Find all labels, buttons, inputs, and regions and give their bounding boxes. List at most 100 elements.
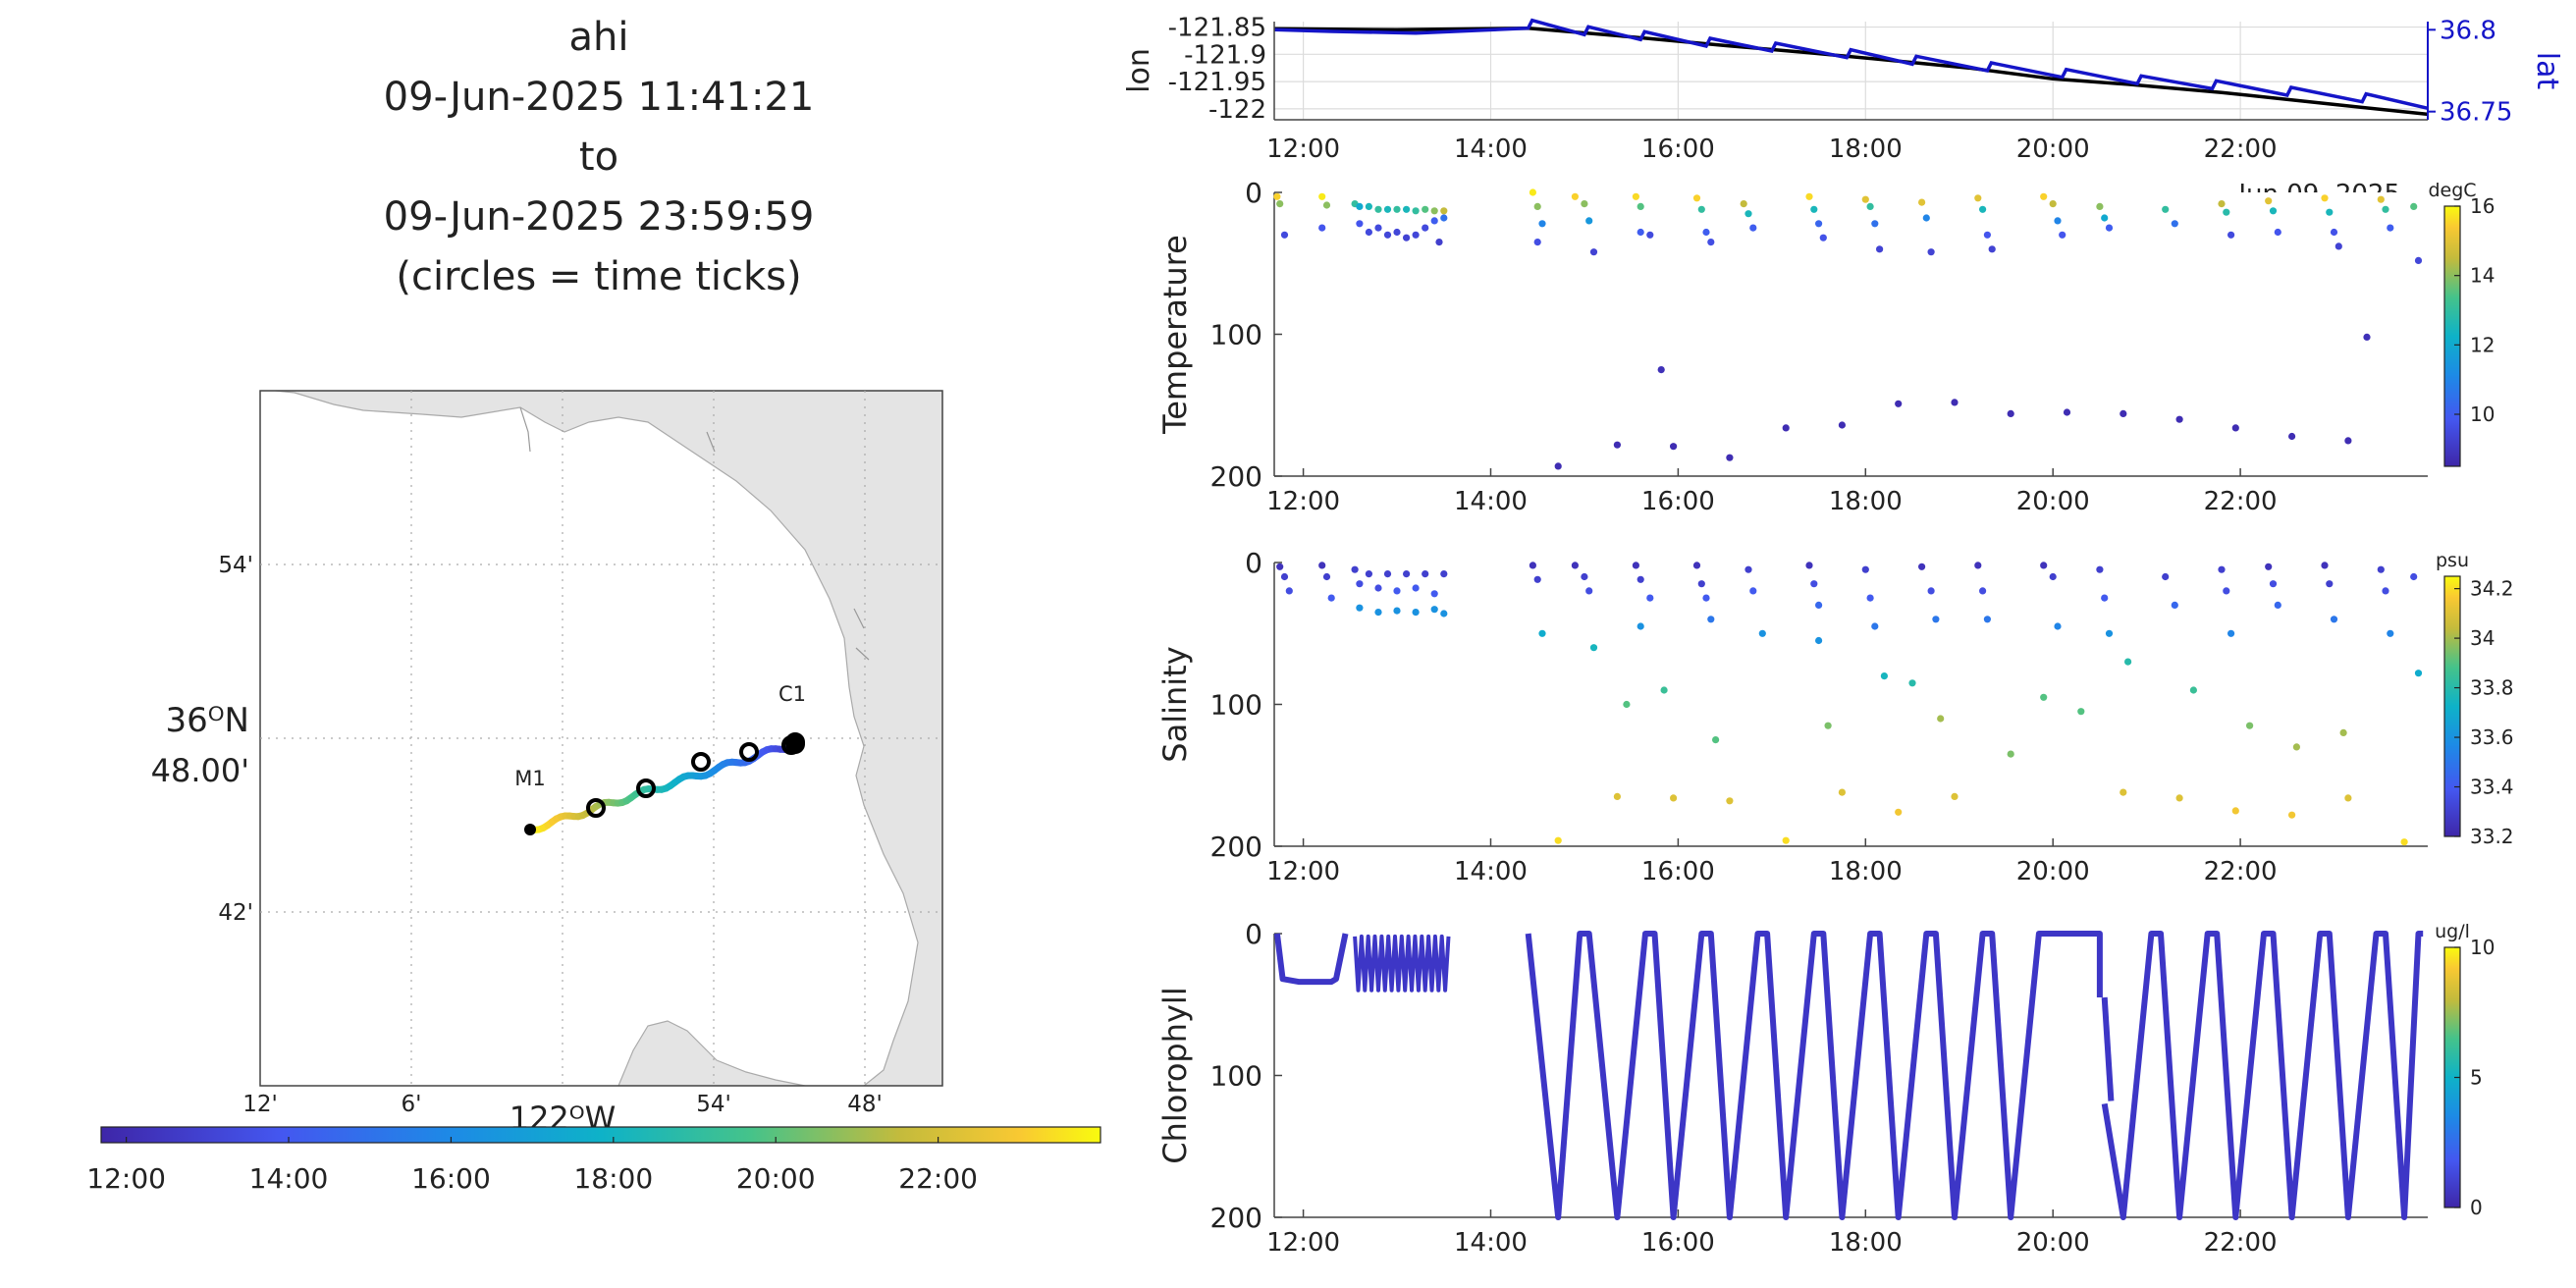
temperature-point — [1988, 245, 1996, 253]
salinity-point — [1974, 562, 1982, 569]
salinity-point — [1632, 562, 1639, 569]
salinity-point — [1871, 622, 1879, 630]
temp-panel-x-tick-label: 22:00 — [2204, 487, 2278, 516]
temperature-point — [1412, 231, 1420, 239]
time-colorbar-tick-label: 16:00 — [411, 1162, 491, 1195]
sal-panel-x-tick-label: 20:00 — [2016, 857, 2090, 886]
salinity-point — [1951, 792, 1959, 801]
position-y-tick-label: -121.85 — [1168, 14, 1266, 43]
temperature-panel: 12:00 14:00 16:00 18:00 20:00 22:00 0 100 200 Tem… — [1156, 177, 2495, 516]
salinity-point — [1692, 562, 1701, 569]
temp-panel-y-tick-label: 200 — [1210, 460, 1262, 493]
salinity-point — [1637, 622, 1644, 630]
salinity-point — [1979, 587, 1987, 595]
salinity-point — [1327, 594, 1335, 602]
lat-label-36n: 36ᴼN — [165, 701, 249, 740]
salinity-point — [2007, 750, 2014, 758]
salinity-point — [1660, 686, 1668, 694]
vehicle-track — [524, 732, 805, 835]
temp-panel-colorbar-tick-label: 10 — [2470, 402, 2495, 426]
salinity-point — [2040, 693, 2048, 701]
chl-panel-colorbar-tick-label: 10 — [2470, 936, 2495, 959]
sal-panel-colorbar-tick-label: 34 — [2470, 626, 2495, 650]
temperature-point — [2054, 217, 2062, 225]
track-start-marker — [524, 824, 536, 835]
salinity-point — [2400, 838, 2408, 846]
salinity-point — [1393, 607, 1401, 615]
position-y2-tick-label: 36.8 — [2440, 16, 2496, 45]
temp-panel-colorbar-tick-label: 16 — [2470, 194, 2495, 218]
salinity-point — [1861, 565, 1869, 573]
sal-panel-x-tick-label: 18:00 — [1829, 857, 1903, 886]
sal-panel-x-tick-label: 16:00 — [1641, 857, 1715, 886]
sal-panel-colorbar-tick-label: 34.2 — [2470, 577, 2514, 601]
temperature-point — [1383, 231, 1392, 239]
temperature-point — [1403, 234, 1411, 242]
temperature-point — [2265, 197, 2273, 205]
chl-panel-x-tick-label: 14:00 — [1454, 1228, 1528, 1258]
salinity-point — [2377, 565, 2385, 573]
temperature-point — [1412, 207, 1420, 215]
temperature-point — [1876, 245, 1884, 253]
temperature-point — [2231, 424, 2239, 432]
title-line-to: to — [578, 134, 619, 180]
temperature-point — [1744, 210, 1752, 218]
temperature-point — [1632, 192, 1639, 200]
temperature-point — [1670, 443, 1678, 451]
sal-panel-y-tick-label: 0 — [1245, 547, 1262, 579]
temperature-point — [2414, 256, 2423, 264]
temperature-point — [1726, 454, 1734, 461]
salinity-point — [1782, 836, 1790, 844]
chl-panel-y-tick-label: 100 — [1210, 1060, 1262, 1093]
temperature-point — [2007, 409, 2014, 417]
temperature-point — [1782, 424, 1790, 432]
salinity-point — [1937, 715, 1945, 723]
chl-panel-colorbar-tick-label: 5 — [2470, 1066, 2483, 1090]
salinity-point — [2171, 601, 2178, 610]
temperature-point — [2175, 415, 2183, 423]
temp-panel-x-tick-label: 12:00 — [1266, 487, 1340, 516]
temperature-point — [1554, 462, 1562, 470]
temperature-point — [1983, 231, 1991, 239]
salinity-panel: 12:00 14:00 16:00 18:00 20:00 22:00 0 100 200 Sal… — [1156, 547, 2514, 886]
temperature-point — [2120, 409, 2127, 417]
temperature-point — [2344, 437, 2352, 445]
sal-panel-colorbar — [2443, 575, 2461, 837]
salinity-point — [2326, 580, 2334, 588]
salinity-point — [1815, 601, 1823, 610]
temperature-point — [1356, 220, 1364, 228]
time-colorbar-tick-label: 22:00 — [898, 1162, 978, 1195]
salinity-point — [2223, 587, 2230, 595]
temperature-point — [1322, 201, 1331, 209]
station-label-c1: C1 — [778, 682, 806, 706]
salinity-point — [1637, 575, 1644, 583]
temperature-point — [1613, 441, 1621, 449]
sal-panel-colorbar-tick-label: 33.8 — [2470, 676, 2514, 700]
lat-label-54: 54' — [218, 553, 253, 578]
salinity-point — [1623, 700, 1631, 709]
temperature-point — [2105, 224, 2114, 232]
temperature-point — [1637, 228, 1644, 237]
salinity-point — [2120, 788, 2127, 796]
time-tick-circle — [636, 778, 656, 798]
chlorophyll-series-line — [1525, 931, 2103, 1220]
salinity-point — [2414, 670, 2423, 677]
salinity-point — [1726, 797, 1734, 805]
temperature-point — [1819, 234, 1827, 242]
time-colorbar-tick-label: 14:00 — [249, 1162, 329, 1195]
position-y-tick-label: -121.95 — [1168, 68, 1266, 97]
salinity-point — [1430, 606, 1438, 614]
temp-panel-y-label: Temperature — [1156, 235, 1194, 435]
salinity-point — [2292, 743, 2300, 751]
temp-panel-x-tick-label: 18:00 — [1829, 487, 1903, 516]
time-colorbar — [100, 1126, 1101, 1144]
salinity-point — [2265, 563, 2273, 570]
temperature-point — [1318, 192, 1326, 200]
chl-panel-y-tick-label: 0 — [1245, 918, 1262, 950]
temperature-point — [1533, 202, 1541, 210]
chl-panel-x-tick-label: 16:00 — [1641, 1228, 1715, 1258]
salinity-point — [1805, 562, 1813, 569]
temperature-point — [1533, 239, 1541, 246]
temperature-point — [1697, 205, 1705, 213]
